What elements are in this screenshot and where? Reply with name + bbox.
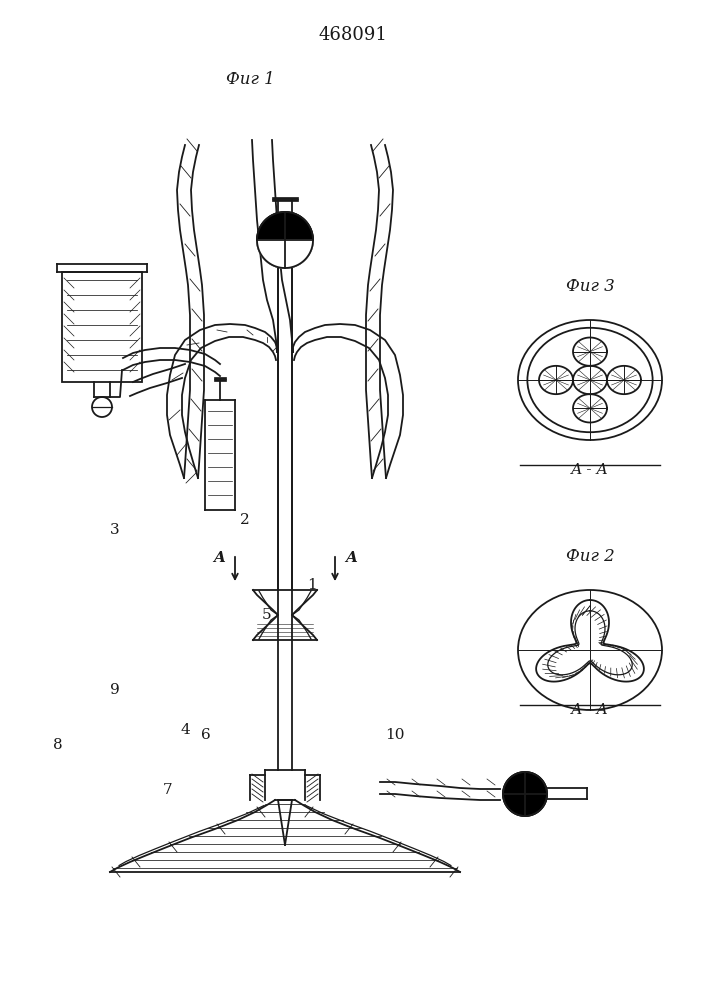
Text: А - А: А - А bbox=[571, 463, 609, 477]
Polygon shape bbox=[525, 772, 547, 816]
Text: Фиг 1: Фиг 1 bbox=[226, 72, 274, 89]
Text: Фиг 3: Фиг 3 bbox=[566, 278, 614, 295]
Text: 7: 7 bbox=[163, 783, 173, 797]
Text: 10: 10 bbox=[385, 728, 405, 742]
Text: 1: 1 bbox=[308, 578, 317, 592]
Text: 8: 8 bbox=[53, 738, 63, 752]
Text: Фиг 2: Фиг 2 bbox=[566, 548, 614, 565]
Text: 9: 9 bbox=[110, 683, 119, 697]
Polygon shape bbox=[257, 240, 313, 268]
Text: 468091: 468091 bbox=[319, 26, 387, 44]
Text: А - А: А - А bbox=[571, 703, 609, 717]
Text: A: A bbox=[213, 551, 225, 565]
Text: 2: 2 bbox=[240, 513, 250, 527]
Text: 6: 6 bbox=[201, 728, 211, 742]
Polygon shape bbox=[503, 772, 525, 816]
Bar bbox=[62, 272, 142, 382]
Text: 3: 3 bbox=[110, 523, 119, 537]
Text: 5: 5 bbox=[262, 608, 271, 622]
Polygon shape bbox=[257, 212, 313, 240]
Text: 4: 4 bbox=[180, 723, 190, 737]
Text: A: A bbox=[345, 551, 357, 565]
